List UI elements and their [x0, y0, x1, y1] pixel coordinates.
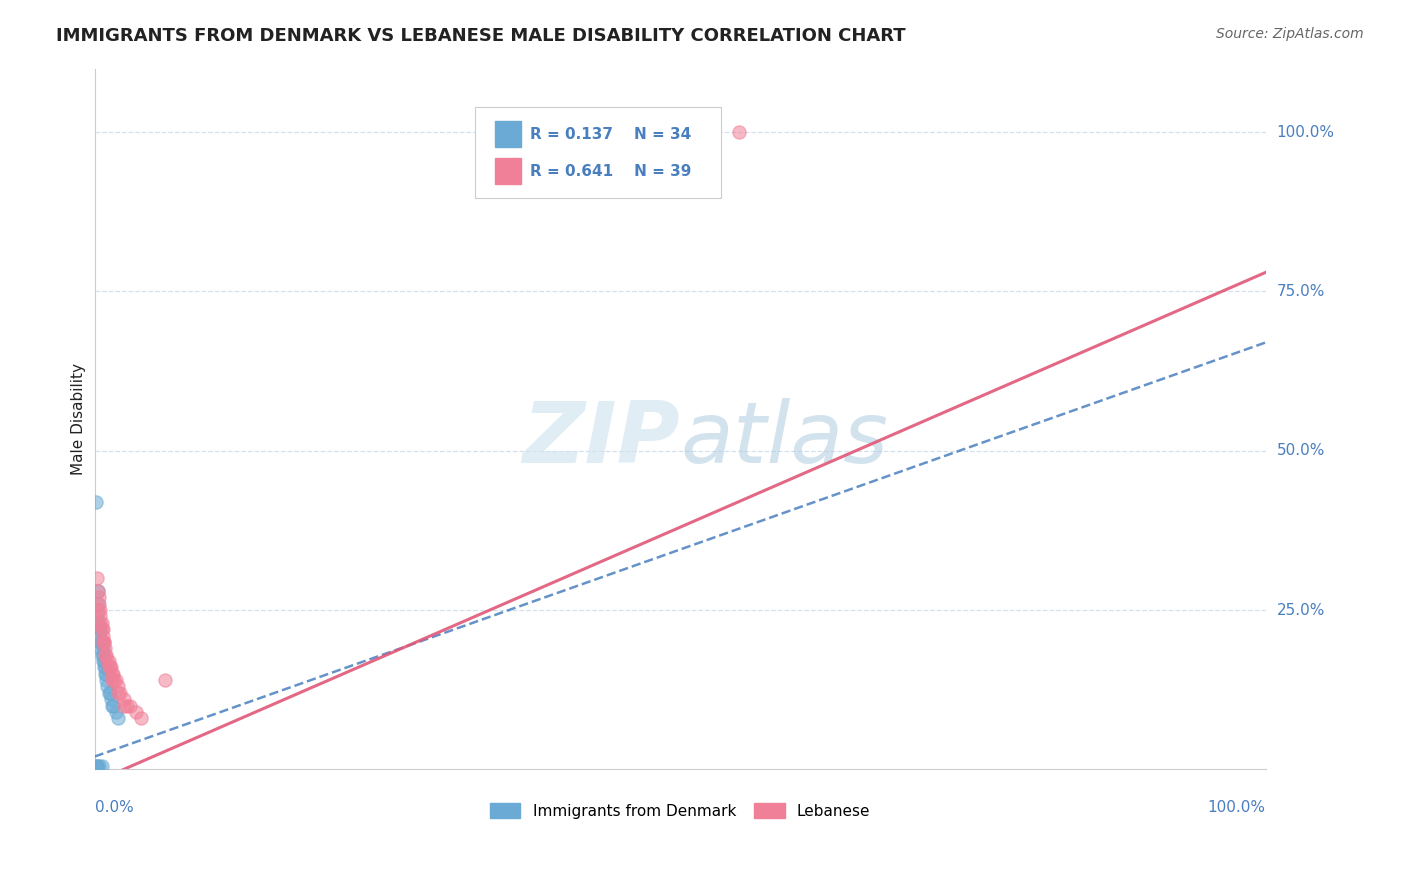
Point — [727, 125, 749, 139]
Point — [91, 654, 114, 668]
Point — [97, 654, 120, 668]
Point — [84, 494, 107, 508]
FancyBboxPatch shape — [495, 158, 520, 185]
Point — [103, 673, 125, 687]
Point — [87, 615, 110, 630]
Text: 50.0%: 50.0% — [1277, 443, 1324, 458]
Point — [96, 654, 118, 668]
Point — [91, 635, 114, 649]
Point — [112, 692, 135, 706]
Point — [107, 711, 129, 725]
Point — [97, 686, 120, 700]
Point — [86, 571, 108, 585]
Point — [117, 698, 139, 713]
Point — [89, 603, 111, 617]
Text: IMMIGRANTS FROM DENMARK VS LEBANESE MALE DISABILITY CORRELATION CHART: IMMIGRANTS FROM DENMARK VS LEBANESE MALE… — [56, 27, 905, 45]
Point — [91, 622, 114, 636]
Point — [104, 705, 127, 719]
Text: 25.0%: 25.0% — [1277, 602, 1324, 617]
FancyBboxPatch shape — [495, 120, 520, 147]
Point — [89, 622, 111, 636]
Point — [96, 673, 118, 687]
Point — [86, 759, 108, 773]
Point — [86, 609, 108, 624]
Point — [153, 673, 176, 687]
Point — [90, 615, 112, 630]
Legend: Immigrants from Denmark, Lebanese: Immigrants from Denmark, Lebanese — [484, 797, 876, 825]
Point — [103, 698, 125, 713]
Point — [90, 622, 112, 636]
Point — [94, 641, 117, 656]
Point — [98, 660, 121, 674]
Point — [91, 641, 114, 656]
Point — [89, 597, 111, 611]
Point — [93, 635, 115, 649]
Point — [87, 603, 110, 617]
Point — [93, 635, 115, 649]
Point — [84, 759, 107, 773]
Point — [91, 628, 114, 642]
Point — [93, 654, 115, 668]
Point — [98, 686, 121, 700]
Point — [104, 673, 127, 687]
Point — [96, 666, 118, 681]
Text: 100.0%: 100.0% — [1277, 125, 1334, 140]
Point — [89, 635, 111, 649]
Point — [96, 680, 118, 694]
Point — [112, 698, 135, 713]
Point — [89, 591, 111, 605]
Point — [131, 711, 153, 725]
Text: atlas: atlas — [681, 399, 889, 482]
Point — [107, 686, 129, 700]
Point — [118, 698, 141, 713]
Y-axis label: Male Disability: Male Disability — [72, 363, 86, 475]
Point — [101, 698, 124, 713]
Point — [90, 648, 112, 662]
Text: Source: ZipAtlas.com: Source: ZipAtlas.com — [1216, 27, 1364, 41]
Point — [107, 680, 129, 694]
Point — [100, 660, 122, 674]
Point — [93, 660, 115, 674]
Text: 100.0%: 100.0% — [1208, 800, 1265, 815]
Point — [89, 759, 111, 773]
Text: 0.0%: 0.0% — [94, 800, 134, 815]
FancyBboxPatch shape — [475, 107, 721, 198]
Point — [89, 622, 111, 636]
Point — [97, 660, 120, 674]
Point — [87, 583, 110, 598]
Point — [101, 666, 124, 681]
Point — [103, 666, 125, 681]
Text: R = 0.137    N = 34: R = 0.137 N = 34 — [530, 127, 692, 142]
Point — [96, 648, 118, 662]
Point — [87, 583, 110, 598]
Text: R = 0.641    N = 39: R = 0.641 N = 39 — [530, 163, 692, 178]
Point — [89, 641, 111, 656]
Text: ZIP: ZIP — [523, 399, 681, 482]
Text: 75.0%: 75.0% — [1277, 284, 1324, 299]
Point — [89, 628, 111, 642]
Point — [86, 759, 108, 773]
Point — [87, 597, 110, 611]
Point — [90, 759, 112, 773]
Point — [110, 686, 132, 700]
Point — [89, 615, 111, 630]
Point — [89, 609, 111, 624]
Point — [94, 660, 117, 674]
Point — [94, 648, 117, 662]
Point — [100, 692, 122, 706]
Point — [124, 705, 146, 719]
Point — [90, 635, 112, 649]
Point — [91, 648, 114, 662]
Point — [94, 666, 117, 681]
Point — [101, 673, 124, 687]
